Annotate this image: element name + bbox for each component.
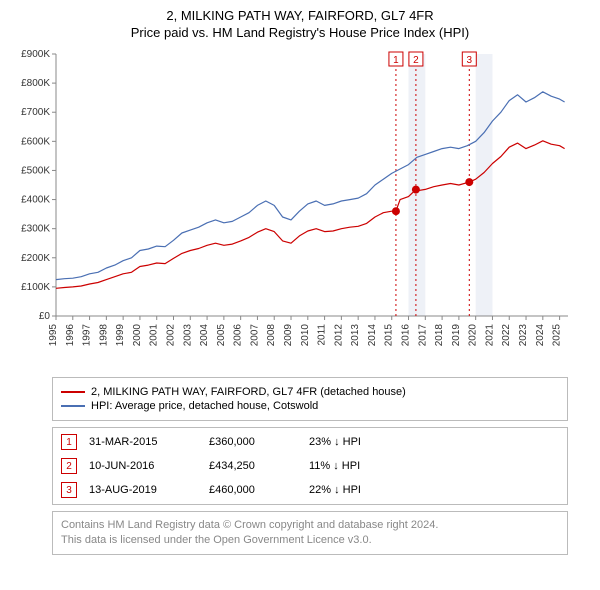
event-date: 31-MAR-2015 bbox=[89, 436, 209, 448]
event-price: £434,250 bbox=[209, 460, 309, 472]
title-line-1: 2, MILKING PATH WAY, FAIRFORD, GL7 4FR bbox=[8, 8, 592, 23]
svg-text:2: 2 bbox=[413, 55, 419, 66]
svg-text:2023: 2023 bbox=[518, 324, 529, 347]
svg-text:2006: 2006 bbox=[233, 324, 244, 347]
legend-item: 2, MILKING PATH WAY, FAIRFORD, GL7 4FR (… bbox=[61, 386, 559, 398]
chart-svg: £0 £100K £200K £300K £400K £500K £600K £700K £80… bbox=[8, 46, 592, 366]
svg-text:2010: 2010 bbox=[300, 324, 311, 347]
svg-text:£500K: £500K bbox=[21, 165, 50, 176]
title-line-2: Price paid vs. HM Land Registry's House … bbox=[8, 25, 592, 40]
svg-text:£300K: £300K bbox=[21, 224, 50, 235]
svg-text:1995: 1995 bbox=[48, 324, 59, 347]
svg-text:2017: 2017 bbox=[417, 324, 428, 347]
svg-text:3: 3 bbox=[467, 55, 473, 66]
svg-text:2021: 2021 bbox=[484, 324, 495, 347]
svg-text:2002: 2002 bbox=[166, 324, 177, 347]
svg-text:£200K: £200K bbox=[21, 253, 50, 264]
event-marker: 3 bbox=[61, 482, 77, 498]
svg-text:2008: 2008 bbox=[266, 324, 277, 347]
events-table: 1 31-MAR-2015£360,00023% ↓ HPI 2 10-JUN-201… bbox=[52, 427, 568, 505]
svg-text:2019: 2019 bbox=[451, 324, 462, 347]
svg-text:£800K: £800K bbox=[21, 78, 50, 89]
svg-text:2003: 2003 bbox=[182, 324, 193, 347]
legend-swatch bbox=[61, 405, 85, 407]
event-marker: 2 bbox=[61, 458, 77, 474]
svg-text:£900K: £900K bbox=[21, 49, 50, 60]
svg-text:£600K: £600K bbox=[21, 136, 50, 147]
footer-line-2: This data is licensed under the Open Gov… bbox=[61, 533, 559, 548]
svg-text:2014: 2014 bbox=[367, 324, 378, 347]
event-price: £460,000 bbox=[209, 484, 309, 496]
svg-text:1996: 1996 bbox=[65, 324, 76, 347]
svg-text:1997: 1997 bbox=[82, 324, 93, 347]
svg-text:£100K: £100K bbox=[21, 282, 50, 293]
svg-text:2024: 2024 bbox=[535, 324, 546, 347]
svg-text:2022: 2022 bbox=[501, 324, 512, 347]
svg-text:2016: 2016 bbox=[401, 324, 412, 347]
event-date: 13-AUG-2019 bbox=[89, 484, 209, 496]
event-date: 10-JUN-2016 bbox=[89, 460, 209, 472]
svg-text:2011: 2011 bbox=[317, 324, 328, 346]
legend-label: HPI: Average price, detached house, Cots… bbox=[91, 400, 318, 412]
event-marker: 1 bbox=[61, 434, 77, 450]
svg-text:2020: 2020 bbox=[468, 324, 479, 347]
svg-text:1999: 1999 bbox=[115, 324, 126, 347]
svg-text:2007: 2007 bbox=[249, 324, 260, 347]
title-block: 2, MILKING PATH WAY, FAIRFORD, GL7 4FR P… bbox=[8, 8, 592, 40]
svg-text:£400K: £400K bbox=[21, 195, 50, 206]
event-delta: 23% ↓ HPI bbox=[309, 436, 429, 448]
svg-text:2000: 2000 bbox=[132, 324, 143, 347]
footer-line-1: Contains HM Land Registry data © Crown c… bbox=[61, 518, 559, 533]
footer: Contains HM Land Registry data © Crown c… bbox=[52, 511, 568, 555]
svg-text:1: 1 bbox=[393, 55, 399, 66]
svg-text:2005: 2005 bbox=[216, 324, 227, 347]
chart: £0 £100K £200K £300K £400K £500K £600K £700K £80… bbox=[8, 46, 592, 371]
svg-text:2018: 2018 bbox=[434, 324, 445, 347]
legend-item: HPI: Average price, detached house, Cots… bbox=[61, 400, 559, 412]
event-price: £360,000 bbox=[209, 436, 309, 448]
legend: 2, MILKING PATH WAY, FAIRFORD, GL7 4FR (… bbox=[52, 377, 568, 421]
legend-label: 2, MILKING PATH WAY, FAIRFORD, GL7 4FR (… bbox=[91, 386, 406, 398]
svg-text:2009: 2009 bbox=[283, 324, 294, 347]
event-delta: 11% ↓ HPI bbox=[309, 460, 429, 472]
svg-text:2001: 2001 bbox=[149, 324, 160, 347]
svg-text:£0: £0 bbox=[39, 311, 51, 322]
svg-text:2015: 2015 bbox=[384, 324, 395, 347]
legend-swatch bbox=[61, 391, 85, 393]
chart-container: 2, MILKING PATH WAY, FAIRFORD, GL7 4FR P… bbox=[0, 0, 600, 559]
svg-text:2025: 2025 bbox=[552, 324, 563, 347]
svg-text:1998: 1998 bbox=[98, 324, 109, 347]
svg-text:2004: 2004 bbox=[199, 324, 210, 347]
event-delta: 22% ↓ HPI bbox=[309, 484, 429, 496]
svg-text:2013: 2013 bbox=[350, 324, 361, 347]
svg-text:£700K: £700K bbox=[21, 107, 50, 118]
svg-text:2012: 2012 bbox=[333, 324, 344, 347]
